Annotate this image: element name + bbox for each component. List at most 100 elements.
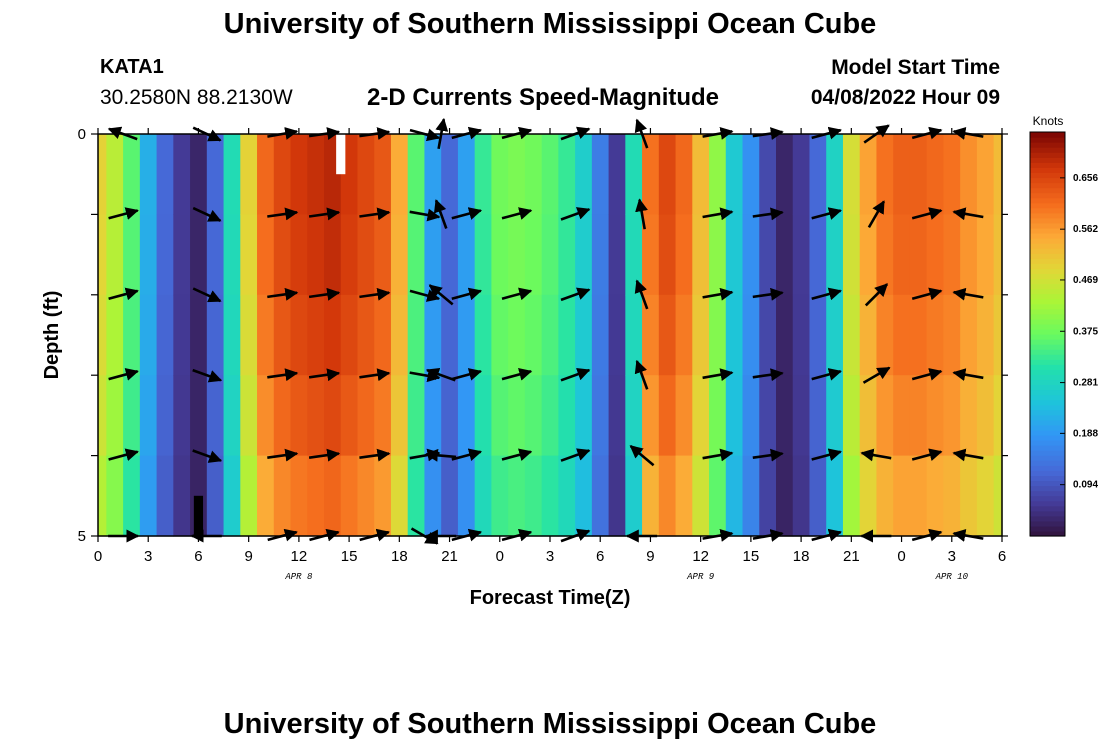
heatmap-cell xyxy=(223,214,241,296)
heatmap-cell xyxy=(826,455,844,537)
colorbar-segment xyxy=(1030,490,1065,497)
heatmap-cell xyxy=(139,134,158,215)
colorbar-segment xyxy=(1030,238,1065,244)
heatmap-cell xyxy=(675,214,693,296)
heatmap-cell xyxy=(106,134,124,215)
heatmap-cell xyxy=(240,375,258,457)
colorbar-segment xyxy=(1030,414,1065,421)
heatmap-cell xyxy=(909,375,928,457)
x-tick-label: 21 xyxy=(843,548,860,565)
colorbar-segment xyxy=(1030,162,1065,168)
heatmap-cell xyxy=(474,134,493,215)
x-tick-label: 6 xyxy=(596,548,604,565)
colorbar-segment xyxy=(1030,293,1065,300)
colorbar-segment xyxy=(1030,530,1065,537)
heatmap-cell xyxy=(625,294,643,376)
heatmap-cell xyxy=(591,455,610,537)
heatmap-cell xyxy=(842,455,861,537)
colorbar-segment xyxy=(1030,172,1065,179)
heatmap-cell xyxy=(776,134,794,215)
heatmap-cell xyxy=(725,134,744,215)
colorbar-tick-label: 0.188 xyxy=(1073,428,1098,439)
heatmap-cell xyxy=(273,214,292,296)
heatmap-cell xyxy=(173,455,191,537)
station-id: KATA1 xyxy=(100,56,164,78)
colorbar-tick-label: 0.469 xyxy=(1073,275,1098,286)
heatmap-cell xyxy=(809,294,827,376)
heatmap-cell xyxy=(407,214,426,296)
heatmap-cell xyxy=(692,294,710,376)
colorbar-segment xyxy=(1030,248,1065,254)
heatmap-cell xyxy=(441,294,459,376)
heatmap-cell xyxy=(625,134,643,215)
heatmap-cell xyxy=(993,455,1003,537)
heatmap-cell xyxy=(307,375,325,457)
colorbar-tick-label: 0.094 xyxy=(1073,480,1098,491)
current-vector-arrow xyxy=(811,368,842,381)
heatmap-cell xyxy=(859,375,878,457)
heatmap-cell xyxy=(759,134,777,215)
heatmap-cell xyxy=(675,294,693,376)
heatmap-cell xyxy=(608,214,626,296)
heatmap-cell xyxy=(106,455,124,537)
heatmap-cell xyxy=(842,134,861,215)
current-vector-arrow xyxy=(428,284,454,306)
heatmap-cell xyxy=(223,455,241,537)
heatmap-cell xyxy=(374,455,392,537)
y-axis-label: Depth (ft) xyxy=(41,291,63,380)
current-vector-arrow xyxy=(702,448,734,462)
heatmap-cell xyxy=(324,455,342,537)
heatmap-cell xyxy=(608,294,626,376)
colorbar-segment xyxy=(1030,288,1065,295)
heatmap-cell xyxy=(692,455,710,537)
heatmap-cell xyxy=(374,214,392,296)
heatmap-cell xyxy=(273,375,292,457)
colorbar-segment xyxy=(1030,243,1065,249)
colorbar-segment xyxy=(1030,500,1065,507)
heatmap-cell xyxy=(742,375,760,457)
heatmap-cell xyxy=(792,375,811,457)
heatmap-cell xyxy=(692,134,710,215)
heatmap-cell xyxy=(508,134,526,215)
colorbar-segment xyxy=(1030,253,1065,259)
heatmap-cell xyxy=(206,455,225,537)
heatmap-cell xyxy=(173,214,191,296)
heatmap-cell xyxy=(909,214,928,296)
heatmap-cell xyxy=(491,455,509,537)
colorbar-segment xyxy=(1030,334,1065,340)
heatmap-cell xyxy=(457,134,476,215)
heatmap-cell xyxy=(658,214,677,296)
heatmap-cell xyxy=(709,294,727,376)
current-vector-arrow xyxy=(501,207,533,220)
colorbar-frame xyxy=(1029,131,1066,537)
x-tick-label: 18 xyxy=(793,548,810,565)
colorbar-segment xyxy=(1030,217,1065,224)
current-vector-arrow xyxy=(359,207,391,221)
heatmap-cell xyxy=(541,214,559,296)
heatmap-cell xyxy=(558,214,576,296)
heatmap-cell xyxy=(98,455,107,537)
x-tick-label: 6 xyxy=(998,548,1006,565)
heatmap-cell xyxy=(876,375,894,457)
heatmap-cell xyxy=(223,294,241,376)
heatmap-cell xyxy=(675,375,693,457)
heatmap-cell xyxy=(240,294,258,376)
heatmap-cell xyxy=(909,134,928,215)
colorbar-segment xyxy=(1030,349,1065,355)
y-tick-label: 5 xyxy=(78,528,86,545)
current-vector-arrow xyxy=(425,367,456,382)
colorbar-segment xyxy=(1030,263,1065,269)
heatmap-cell xyxy=(173,134,191,215)
colorbar-segment xyxy=(1030,323,1065,330)
current-vector-arrow xyxy=(267,368,299,382)
heatmap-cell xyxy=(558,455,576,537)
heatmap-cell xyxy=(173,375,191,457)
heatmap-cell xyxy=(98,134,107,215)
heatmap-cell xyxy=(842,294,861,376)
heatmap-cell xyxy=(257,214,275,296)
heatmap-cell xyxy=(826,375,844,457)
colorbar-segment xyxy=(1030,460,1065,466)
heatmap-cell xyxy=(474,375,493,457)
heatmap-cell xyxy=(541,455,559,537)
colorbar-segment xyxy=(1030,435,1065,441)
